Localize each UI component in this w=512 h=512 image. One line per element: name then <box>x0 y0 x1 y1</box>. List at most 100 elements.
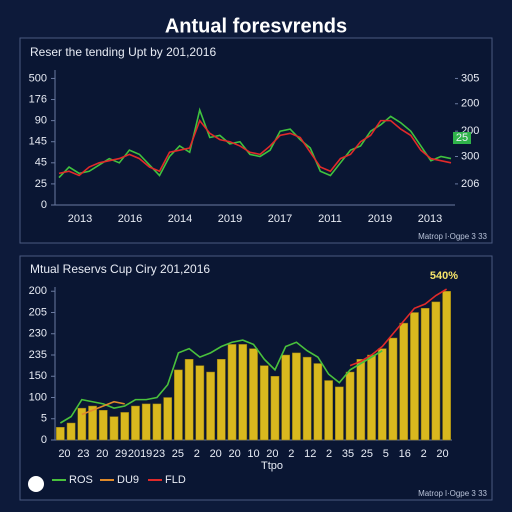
y-tick-label: 235 <box>29 349 47 361</box>
y-tick-label: 145 <box>29 136 47 148</box>
legend-label: FLD <box>165 474 186 486</box>
x-tick-label: 23 <box>77 448 89 460</box>
y2-tick-label: 305 <box>461 72 479 84</box>
x-tick-label: 5 <box>383 448 389 460</box>
x-tick-label: 20 <box>210 448 222 460</box>
x-tick-label: 2013 <box>418 213 442 225</box>
y2-tick-label: 300 <box>461 150 479 162</box>
bar <box>174 369 183 441</box>
x-tick-label: 20 <box>228 448 240 460</box>
y-tick-label: 100 <box>29 391 47 403</box>
bar <box>367 354 376 441</box>
x-tick-label: 20 <box>266 448 278 460</box>
y2-tick-label: 206 <box>461 178 479 190</box>
y-tick-label: 0 <box>41 199 47 211</box>
y-tick-label: 176 <box>29 93 47 105</box>
x-tick-label: 20 <box>58 448 70 460</box>
y-tick-label: 5 <box>41 413 47 425</box>
bar <box>141 403 151 441</box>
line <box>59 339 383 424</box>
legend-label: ROS <box>69 474 93 486</box>
bar <box>227 344 237 441</box>
y-tick-label: 205 <box>29 306 47 318</box>
bar <box>345 371 355 441</box>
bar <box>88 405 97 441</box>
bar <box>98 410 108 441</box>
y-tick-label: 45 <box>35 157 47 169</box>
x-tick-label: 2 <box>288 448 294 460</box>
bar <box>77 407 87 441</box>
bar <box>324 380 333 441</box>
bar <box>420 308 430 441</box>
bar <box>442 291 451 441</box>
x-tick-label: 20 <box>436 448 448 460</box>
annotation: 540% <box>430 270 458 282</box>
bar <box>184 359 194 441</box>
x-tick-label: 35 <box>342 448 354 460</box>
x-tick-label: 2013 <box>68 213 92 225</box>
bar <box>131 405 140 441</box>
y-tick-label: 230 <box>29 328 47 340</box>
bar <box>335 386 344 441</box>
line <box>58 119 452 177</box>
x-tick-label: 29 <box>115 448 127 460</box>
y-tick-label: 25 <box>35 178 47 190</box>
bar <box>410 312 419 441</box>
x-tick-label: 2011 <box>318 213 342 225</box>
x-tick-label: 2 <box>326 448 332 460</box>
bar <box>66 422 76 441</box>
badge-label: 25 <box>456 132 468 144</box>
bar <box>206 371 215 441</box>
bar <box>302 356 312 441</box>
badge <box>453 132 471 144</box>
footer: Matrop l·Ogpe 3 33 <box>418 232 487 241</box>
y-tick-label: 0 <box>41 434 47 446</box>
bar <box>356 359 366 441</box>
y-tick-label: 200 <box>29 285 47 297</box>
x-tick-label: 2017 <box>268 213 292 225</box>
bar <box>238 344 248 441</box>
bar <box>313 363 323 441</box>
bar <box>56 427 65 441</box>
x-tick-label: 16 <box>399 448 411 460</box>
x-tick-label: 2019 <box>128 448 152 460</box>
bar <box>216 359 226 441</box>
bar <box>195 365 205 441</box>
x-tick-label: 25 <box>361 448 373 460</box>
x-axis-label: Ttpo <box>261 460 283 472</box>
footer: Matrop l·Ogpe 3 33 <box>418 489 487 498</box>
bar <box>377 348 387 441</box>
y2-tick-label: 200 <box>461 98 479 110</box>
bar <box>270 376 280 441</box>
bar <box>399 322 409 441</box>
y-tick-label: 90 <box>35 115 47 127</box>
x-tick-label: 12 <box>304 448 316 460</box>
bar <box>109 416 119 441</box>
bar <box>431 301 441 441</box>
x-tick-label: 10 <box>247 448 259 460</box>
x-tick-label: 20 <box>96 448 108 460</box>
y-tick-label: 500 <box>29 72 47 84</box>
x-tick-label: 2 <box>421 448 427 460</box>
logo <box>28 476 44 492</box>
chart-title: Antual foresvrends <box>165 15 347 37</box>
bar <box>388 337 398 441</box>
legend-label: DU9 <box>117 474 139 486</box>
bar <box>281 354 291 441</box>
line <box>349 288 448 367</box>
x-tick-label: 2019 <box>368 213 392 225</box>
x-tick-label: 23 <box>153 448 165 460</box>
chart-title: Mtual Reservs Cup Ciry 201,2016 <box>30 262 210 276</box>
bar <box>152 403 162 441</box>
x-tick-label: 2014 <box>168 213 192 225</box>
x-tick-label: 25 <box>172 448 184 460</box>
x-tick-label: 2 <box>194 448 200 460</box>
bar <box>292 352 301 441</box>
x-tick-label: 2016 <box>118 213 142 225</box>
bar <box>259 365 269 441</box>
bar <box>120 412 130 441</box>
bar <box>163 397 172 441</box>
x-tick-label: 2019 <box>218 213 242 225</box>
y-tick-label: 150 <box>29 370 47 382</box>
